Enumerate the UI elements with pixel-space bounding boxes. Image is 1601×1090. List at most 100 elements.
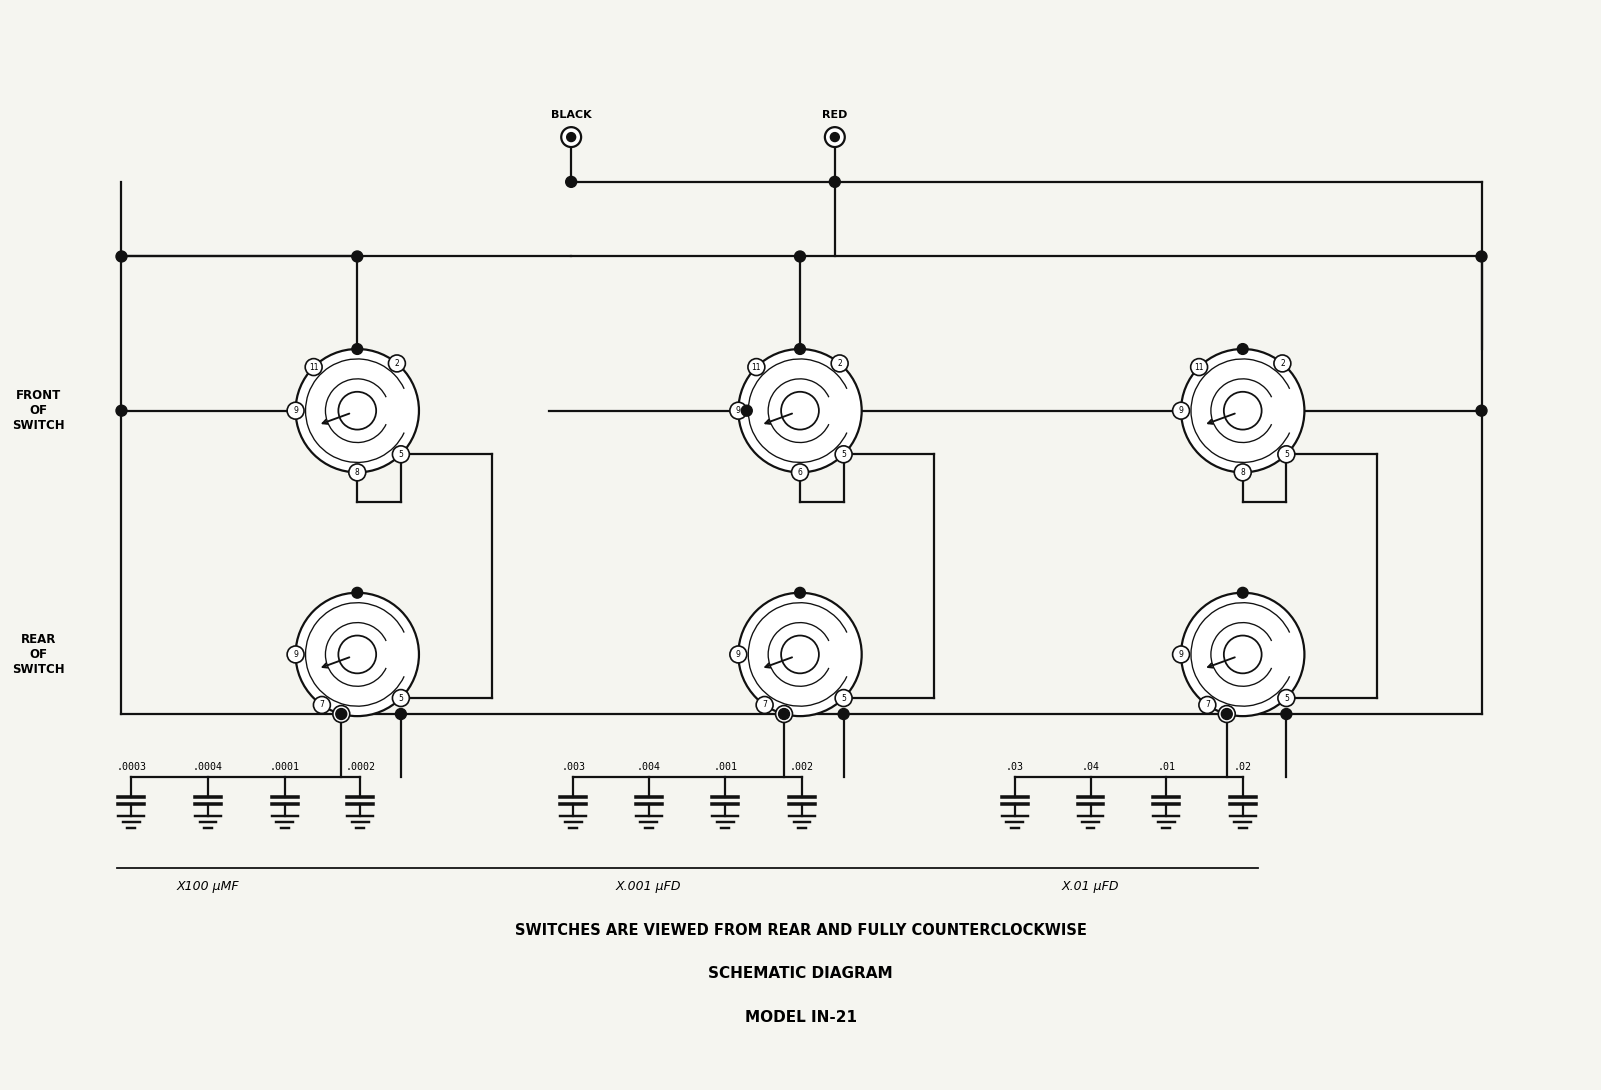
Polygon shape	[789, 603, 796, 623]
Polygon shape	[1207, 371, 1223, 388]
Polygon shape	[309, 632, 328, 643]
Circle shape	[1172, 402, 1190, 420]
Polygon shape	[306, 650, 325, 654]
Polygon shape	[794, 686, 799, 706]
Polygon shape	[789, 441, 796, 462]
Polygon shape	[1244, 359, 1250, 379]
Polygon shape	[1223, 605, 1233, 625]
Polygon shape	[1270, 629, 1290, 641]
Polygon shape	[1258, 365, 1271, 385]
Polygon shape	[1191, 654, 1210, 659]
Polygon shape	[1201, 376, 1218, 392]
Polygon shape	[1210, 611, 1225, 629]
Polygon shape	[756, 380, 775, 395]
Polygon shape	[1191, 641, 1212, 649]
Polygon shape	[1268, 426, 1287, 440]
Polygon shape	[825, 377, 842, 392]
Circle shape	[1278, 690, 1295, 706]
Polygon shape	[315, 376, 333, 392]
Text: .003: .003	[562, 762, 584, 772]
Polygon shape	[319, 373, 335, 389]
Circle shape	[1278, 446, 1295, 463]
Polygon shape	[823, 374, 839, 390]
Circle shape	[115, 251, 126, 262]
Text: SWITCHES ARE VIEWED FROM REAR AND FULLY COUNTERCLOCKWISE: SWITCHES ARE VIEWED FROM REAR AND FULLY …	[514, 923, 1087, 938]
Polygon shape	[815, 365, 829, 385]
Polygon shape	[813, 438, 825, 458]
Polygon shape	[338, 683, 347, 704]
Polygon shape	[381, 429, 400, 445]
Circle shape	[1476, 405, 1487, 416]
Circle shape	[296, 349, 419, 472]
Polygon shape	[378, 615, 394, 632]
Polygon shape	[1260, 611, 1276, 630]
Polygon shape	[1196, 384, 1215, 397]
Polygon shape	[805, 686, 812, 705]
Circle shape	[392, 690, 410, 706]
Polygon shape	[754, 628, 773, 641]
Polygon shape	[772, 365, 784, 384]
Text: 8: 8	[339, 710, 344, 718]
Circle shape	[1223, 635, 1262, 674]
Polygon shape	[825, 621, 842, 637]
Polygon shape	[754, 384, 773, 397]
Polygon shape	[1210, 436, 1225, 455]
Polygon shape	[1207, 614, 1223, 631]
Polygon shape	[1204, 617, 1222, 633]
Polygon shape	[312, 427, 331, 441]
Polygon shape	[810, 440, 821, 460]
Polygon shape	[306, 407, 325, 411]
Polygon shape	[355, 687, 360, 706]
Polygon shape	[1199, 623, 1217, 638]
Circle shape	[738, 349, 861, 472]
Polygon shape	[351, 686, 355, 706]
Polygon shape	[1207, 678, 1223, 695]
Polygon shape	[813, 607, 825, 627]
Polygon shape	[319, 617, 335, 633]
Polygon shape	[319, 432, 335, 448]
Circle shape	[306, 359, 322, 376]
Polygon shape	[307, 392, 328, 402]
Circle shape	[839, 708, 849, 719]
Circle shape	[395, 708, 407, 719]
Polygon shape	[359, 359, 365, 379]
Polygon shape	[780, 362, 791, 381]
Circle shape	[349, 464, 365, 481]
Polygon shape	[1244, 686, 1250, 706]
Polygon shape	[322, 614, 338, 631]
Polygon shape	[1191, 650, 1210, 654]
Polygon shape	[802, 603, 807, 622]
Circle shape	[1182, 349, 1305, 472]
Polygon shape	[794, 443, 799, 462]
Polygon shape	[306, 654, 325, 659]
Polygon shape	[1263, 371, 1279, 388]
Polygon shape	[751, 637, 770, 646]
Polygon shape	[307, 663, 328, 673]
Polygon shape	[375, 435, 391, 453]
Circle shape	[1238, 588, 1249, 598]
Polygon shape	[751, 388, 772, 399]
Polygon shape	[1196, 668, 1215, 681]
Polygon shape	[362, 360, 370, 379]
Polygon shape	[1247, 603, 1255, 623]
Polygon shape	[1215, 608, 1228, 628]
Circle shape	[565, 177, 576, 187]
Polygon shape	[328, 681, 343, 700]
Polygon shape	[1191, 416, 1212, 424]
Polygon shape	[789, 686, 796, 705]
Polygon shape	[764, 434, 780, 451]
Polygon shape	[311, 668, 330, 681]
Polygon shape	[794, 359, 799, 379]
Polygon shape	[362, 603, 370, 623]
Polygon shape	[815, 609, 829, 628]
Polygon shape	[1260, 367, 1276, 386]
Polygon shape	[384, 385, 403, 397]
Text: 9: 9	[293, 650, 298, 659]
Polygon shape	[306, 411, 325, 415]
Polygon shape	[325, 679, 339, 698]
Polygon shape	[1191, 645, 1212, 652]
Polygon shape	[1263, 677, 1279, 694]
Polygon shape	[813, 682, 825, 702]
Polygon shape	[355, 443, 360, 462]
Polygon shape	[1193, 663, 1214, 673]
